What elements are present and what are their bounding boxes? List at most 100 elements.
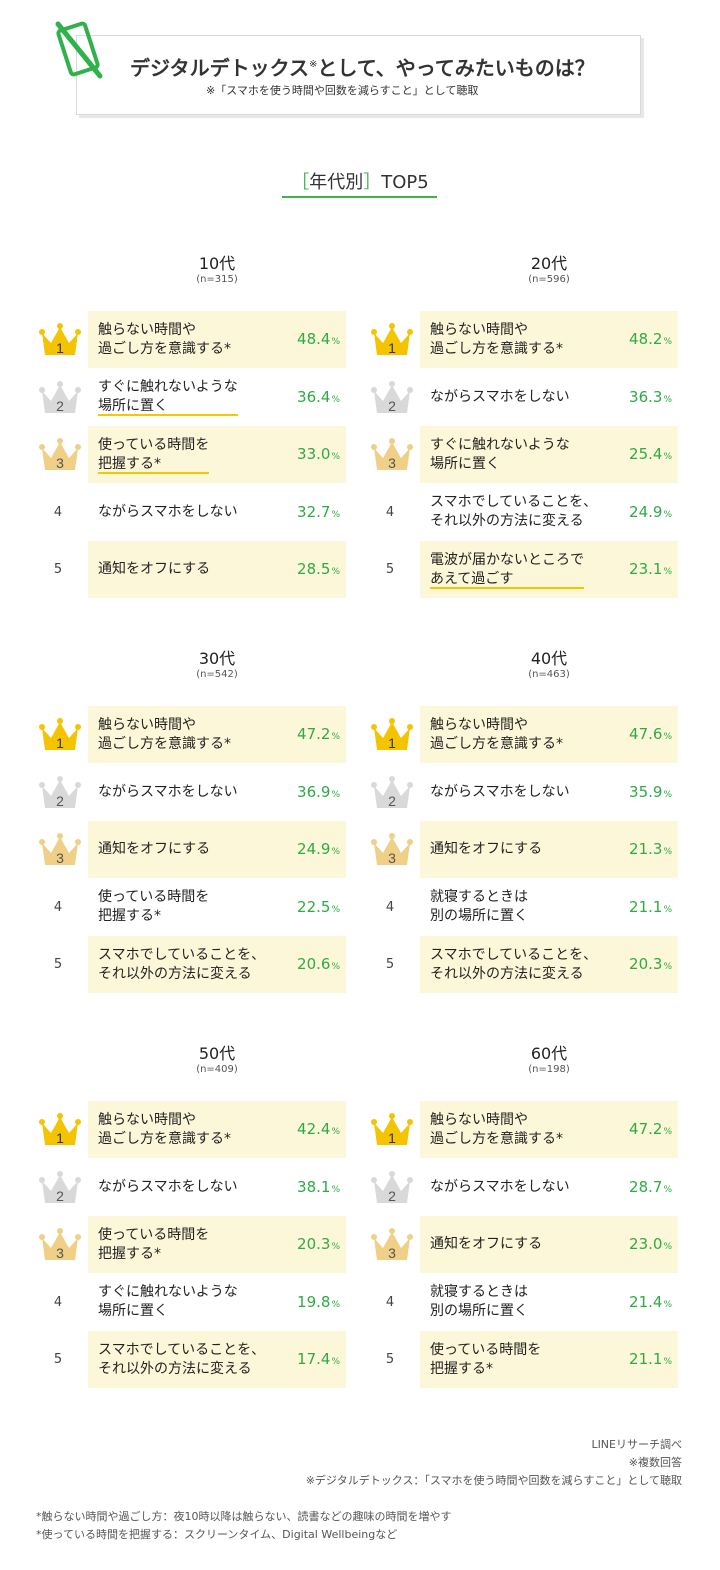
- percent-unit: %: [331, 1357, 340, 1367]
- header-box: [76, 35, 641, 115]
- crown-icon: 1: [371, 718, 413, 751]
- percentage-value: 21.1%: [629, 1350, 672, 1368]
- row-background: [420, 311, 678, 368]
- svg-text:1: 1: [388, 1130, 396, 1146]
- percent-unit: %: [331, 1184, 340, 1195]
- age-header: 10代 (n=315): [62, 250, 372, 285]
- percent-unit: %: [331, 509, 340, 520]
- item-label: 電波が届かないところで あえて過ごす: [430, 551, 584, 587]
- item-label: ながらスマホをしない: [430, 1178, 570, 1195]
- item-label: ながらスマホをしない: [98, 503, 238, 520]
- crown-icon: 3: [39, 833, 81, 866]
- percentage-value: 19.8%: [297, 1292, 340, 1311]
- item-label: すぐに触れないような 場所に置く: [98, 1284, 238, 1319]
- rank-number: 4: [385, 899, 395, 915]
- percentage-value: 23.0%: [629, 1235, 672, 1253]
- rank-number: 5: [53, 1352, 63, 1367]
- percent-unit: %: [663, 1184, 672, 1195]
- item-label: ながらスマホをしない: [430, 783, 570, 800]
- item-label: ながらスマホをしない: [98, 783, 238, 800]
- percentage-value: 47.2%: [297, 725, 340, 743]
- percentage-value: 21.1%: [629, 897, 672, 916]
- percent-unit: %: [663, 394, 672, 405]
- percent-unit: %: [663, 1299, 672, 1310]
- crown-icon: 3: [371, 438, 413, 471]
- percentage-value: 24.9%: [297, 840, 340, 858]
- percent-unit: %: [331, 904, 340, 915]
- ranking-row: 1 触らない時間や 過ごし方を意識する* 42.4%: [36, 1101, 346, 1158]
- ranking-row: 1 触らない時間や 過ごし方を意識する* 47.2%: [36, 706, 346, 763]
- item-label: 使っている時間を 把握する*: [98, 889, 210, 924]
- row-background: [420, 1331, 678, 1388]
- ranking-row: 2 すぐに触れないような 場所に置く 36.4%: [36, 369, 346, 426]
- percent-unit: %: [331, 1299, 340, 1310]
- percentage-value: 21.3%: [629, 840, 672, 858]
- age-header: 40代 (n=463): [394, 645, 704, 680]
- row-background: [420, 706, 678, 763]
- percentage-value: 33.0%: [297, 445, 340, 463]
- ranking-row: 3 通知をオフにする 24.9%: [36, 821, 346, 878]
- ranking-row: 3 使っている時間を 把握する* 33.0%: [36, 426, 346, 483]
- percentage-value: 32.7%: [297, 502, 340, 521]
- age-label: 20代: [530, 254, 568, 273]
- percentage-value: 35.9%: [629, 782, 672, 801]
- crown-icon: 1: [371, 1113, 413, 1146]
- item-label: 使っている時間を 把握する*: [98, 1226, 210, 1262]
- age-label: 50代: [198, 1044, 236, 1063]
- age-header: 20代 (n=596): [394, 250, 704, 285]
- crown-icon: 2: [371, 775, 413, 809]
- percent-unit: %: [663, 509, 672, 520]
- rank-number: 4: [385, 504, 395, 520]
- source-notes: LINEリサーチ調べ ※複数回答 ※デジタルデトックス：「スマホを使う時間や回数…: [306, 1436, 682, 1490]
- crown-icon: 1: [39, 718, 81, 751]
- rank-number: 5: [385, 562, 395, 577]
- ranking-row: 3 通知をオフにする 23.0%: [368, 1216, 678, 1273]
- footnote: *使っている時間を把握する：スクリーンタイム、Digital Wellbeing…: [36, 1528, 398, 1541]
- percentage-value: 20.3%: [629, 955, 672, 973]
- percentage-value: 17.4%: [297, 1350, 340, 1368]
- item-label: すぐに触れないような 場所に置く: [98, 379, 238, 414]
- ranking-row: 2 ながらスマホをしない 36.3%: [368, 369, 678, 426]
- item-label: 触らない時間や 過ごし方を意識する*: [430, 716, 563, 752]
- ranking-row: 3 すぐに触れないような 場所に置く 25.4%: [368, 426, 678, 483]
- item-label: 通知をオフにする: [430, 841, 543, 857]
- item-label: 触らない時間や 過ごし方を意識する*: [98, 321, 231, 357]
- row-background: [88, 311, 346, 368]
- item-label: 触らない時間や 過ごし方を意識する*: [98, 716, 231, 752]
- svg-text:1: 1: [56, 1130, 64, 1146]
- row-background: [88, 821, 346, 878]
- svg-text:3: 3: [388, 455, 396, 471]
- row-background: [88, 426, 346, 483]
- svg-text:3: 3: [56, 1245, 64, 1261]
- item-label: 就寝するときは 別の場所に置く: [430, 889, 528, 924]
- footnotes: *触らない時間や過ごし方：夜10時以降は触らない、読書などの趣味の時間を増やす …: [36, 1508, 452, 1544]
- percentage-value: 48.2%: [629, 330, 672, 348]
- percentage-value: 21.4%: [629, 1292, 672, 1311]
- rank-number: 5: [385, 1352, 395, 1367]
- percent-unit: %: [663, 452, 672, 462]
- sample-size: (n=596): [528, 274, 570, 285]
- ranking-row: 4 就寝するときは 別の場所に置く 21.4%: [368, 1274, 678, 1331]
- percent-unit: %: [663, 1127, 672, 1137]
- ranking-row: 1 触らない時間や 過ごし方を意識する* 47.6%: [368, 706, 678, 763]
- percentage-value: 28.7%: [629, 1177, 672, 1196]
- svg-text:3: 3: [56, 455, 64, 471]
- source-note: ※デジタルデトックス：「スマホを使う時間や回数を減らすこと」として聴取: [305, 1474, 682, 1487]
- percent-unit: %: [331, 962, 340, 972]
- source-note: LINEリサーチ調べ: [591, 1438, 682, 1451]
- percent-unit: %: [663, 789, 672, 800]
- svg-text:2: 2: [388, 1188, 396, 1204]
- row-background: [88, 1101, 346, 1158]
- ranking-row: 5 スマホでしていることを、 それ以外の方法に変える 20.6%: [36, 936, 346, 993]
- rank-number: 4: [53, 504, 63, 520]
- sample-size: (n=409): [196, 1064, 238, 1075]
- ranking-row: 2 ながらスマホをしない 28.7%: [368, 1159, 678, 1216]
- rank-number: 5: [385, 957, 395, 972]
- ranking-row: 3 使っている時間を 把握する* 20.3%: [36, 1216, 346, 1273]
- rank-number: 4: [385, 1294, 395, 1310]
- item-label: 通知をオフにする: [98, 561, 211, 577]
- percent-unit: %: [331, 789, 340, 800]
- percent-unit: %: [663, 732, 672, 742]
- ranking-row: 2 ながらスマホをしない 36.9%: [36, 764, 346, 821]
- ranking-row: 4 スマホでしていることを、 それ以外の方法に変える 24.9%: [368, 484, 678, 541]
